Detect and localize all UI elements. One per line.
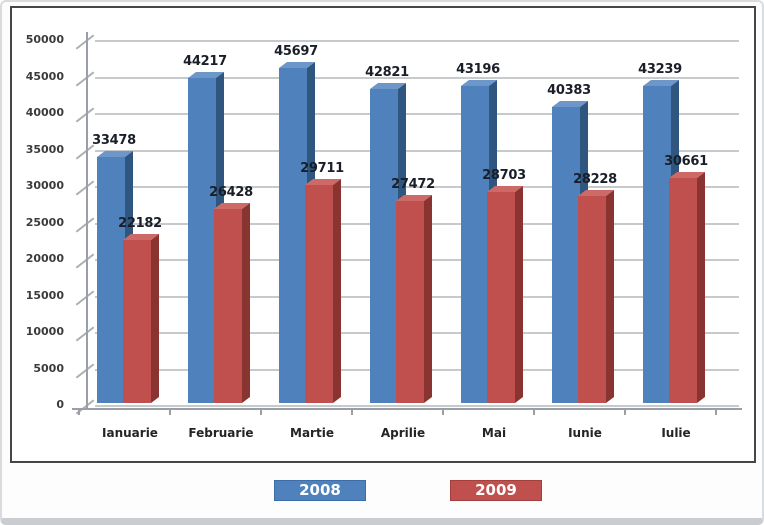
gridline: [95, 149, 739, 152]
bar-front-face: [305, 185, 333, 403]
category-label: Mai: [481, 426, 507, 440]
y-axis-tick: [75, 326, 95, 342]
bar-value-label: 45697: [274, 44, 318, 59]
bar-2008-martie: [279, 61, 315, 403]
y-axis-tick: [75, 216, 95, 233]
y-axis-label: 45000: [25, 69, 64, 83]
bar-2008-aprilie: [370, 82, 406, 403]
x-axis-tick: [533, 408, 535, 415]
x-axis-tick: [442, 408, 444, 415]
bar-value-label: 33478: [92, 133, 136, 148]
y-axis-label: 20000: [25, 252, 64, 265]
bar-side-face: [242, 202, 250, 403]
bar-value-label: 44217: [183, 54, 227, 69]
x-axis-tick: [78, 408, 80, 415]
y-axis-label: 50000: [25, 33, 64, 46]
y-axis-tick: [75, 253, 95, 269]
y-axis-tick: [75, 180, 95, 196]
y-axis-tick: [75, 107, 95, 123]
bar-side-face: [606, 189, 614, 403]
bar-side-face: [697, 171, 705, 403]
bar-side-face: [151, 233, 159, 403]
bar-value-label: 40383: [547, 83, 591, 98]
bar-value-label: 42821: [365, 65, 409, 80]
gridline: [95, 186, 739, 188]
bar-front-face: [669, 178, 697, 403]
gridline: [95, 40, 739, 42]
bar-2009-mai: [487, 185, 523, 403]
y-axis-label: 35000: [25, 142, 64, 156]
legend-label-2009: 2009: [475, 481, 517, 499]
bar-2008-iulie: [643, 79, 679, 403]
bar-value-label: 29711: [300, 161, 344, 176]
y-axis-tick: [75, 362, 95, 379]
y-axis-label: 40000: [25, 106, 64, 119]
bar-side-face: [333, 178, 341, 403]
bar-front-face: [214, 209, 242, 403]
gridline: [95, 76, 739, 79]
bar-value-label: 43239: [638, 62, 682, 77]
bar-2008-ianuarie: [97, 150, 133, 403]
x-axis-line: [72, 408, 742, 410]
y-axis-label: 15000: [25, 288, 64, 302]
bar-front-face: [578, 196, 606, 403]
bar-2009-iulie: [669, 171, 705, 403]
bar-value-label: 28228: [573, 172, 617, 187]
bar-value-label: 43196: [456, 62, 500, 77]
bar-value-label: 28703: [482, 168, 526, 183]
bar-front-face: [188, 78, 216, 403]
bar-front-face: [97, 157, 125, 403]
y-axis-label: 25000: [25, 215, 64, 229]
bar-front-face: [461, 86, 489, 403]
y-axis-tick: [75, 289, 95, 306]
y-axis-label: 5000: [33, 361, 64, 375]
bar-front-face: [487, 192, 515, 403]
bar-side-face: [424, 194, 432, 403]
gridline: [95, 405, 739, 407]
bar-front-face: [643, 86, 671, 403]
bar-front-face: [279, 68, 307, 403]
x-axis-tick: [715, 408, 717, 415]
bar-front-face: [396, 201, 424, 403]
bar-front-face: [123, 240, 151, 403]
x-axis-tick: [351, 408, 353, 415]
plot-area: 50000 45000 40000 35000 30000 25000 20000 15000…: [2, 2, 762, 518]
x-axis-tick: [624, 408, 626, 415]
bar-2009-aprilie: [396, 194, 432, 403]
category-label: Iulie: [661, 426, 691, 440]
bar-2008-mai: [461, 79, 497, 403]
bar-2008-iunie: [552, 100, 588, 403]
y-axis-line: [86, 32, 88, 409]
bar-2008-februarie: [188, 71, 224, 403]
bar-front-face: [552, 107, 580, 403]
bar-value-label: 22182: [118, 216, 162, 231]
legend-swatch-2009: 2009: [450, 480, 542, 501]
y-axis-label: 10000: [25, 325, 64, 338]
bar-2009-ianuarie: [123, 233, 159, 403]
bar-2009-februarie: [214, 202, 250, 403]
legend-swatch-2008: 2008: [274, 480, 366, 501]
bar-2009-iunie: [578, 189, 614, 403]
category-label: Aprilie: [380, 426, 426, 440]
bar-value-label: 27472: [391, 177, 435, 192]
legend-label-2008: 2008: [299, 481, 341, 499]
y-axis-tick: [75, 34, 95, 50]
bar-side-face: [515, 185, 523, 403]
x-axis-tick: [260, 408, 262, 415]
y-axis-label: 30000: [25, 179, 64, 192]
y-axis-label: 0: [56, 398, 64, 411]
category-label: Martie: [290, 426, 334, 440]
y-axis-tick: [75, 70, 95, 87]
category-label: Februarie: [188, 426, 254, 440]
x-axis-tick: [169, 408, 171, 415]
bar-value-label: 30661: [664, 154, 708, 169]
bar-2009-martie: [305, 178, 341, 403]
gridline: [95, 113, 739, 115]
category-label: Ianuarie: [102, 426, 158, 440]
bar-value-label: 26428: [209, 185, 253, 200]
category-label: Iunie: [568, 426, 602, 440]
bar-front-face: [370, 89, 398, 403]
